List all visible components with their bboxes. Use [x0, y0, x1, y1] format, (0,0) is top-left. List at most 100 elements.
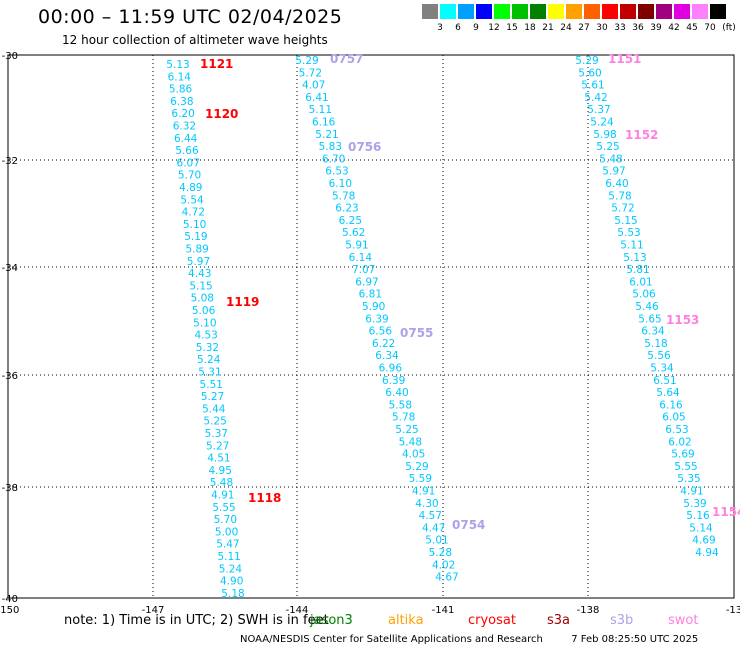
wave-height-value: 5.78: [392, 412, 415, 424]
colorbar-swatch: [458, 4, 474, 19]
latitude-tick-label: -30: [2, 51, 18, 62]
wave-height-value: 6.34: [641, 326, 665, 338]
wave-height-value: 6.02: [668, 436, 691, 448]
wave-height-value: 4.94: [695, 547, 719, 559]
wave-height-value: 5.48: [210, 477, 233, 489]
pass-time-label: 1121: [200, 57, 233, 71]
wave-height-value: 5.61: [581, 80, 604, 92]
wave-height-value: 6.39: [382, 375, 405, 387]
longitude-tick-label: -147: [142, 605, 165, 616]
wave-height-value: 6.97: [355, 276, 378, 288]
wave-height-value: 5.25: [203, 416, 226, 428]
wave-height-value: 5.18: [644, 338, 667, 350]
wave-height-value: 5.28: [429, 547, 452, 559]
wave-height-value: 5.44: [202, 403, 226, 415]
colorbar-label: 70: [704, 23, 716, 33]
plot-frame: [7, 54, 735, 599]
wave-height-value: 4.69: [692, 535, 715, 547]
pass-time-label: 1153: [666, 313, 699, 327]
wave-height-value: 4.07: [302, 80, 325, 92]
longitude-tick-label: -150: [0, 605, 19, 616]
colorbar-swatch: [566, 4, 582, 19]
legend-entry-cryosat: cryosat: [468, 613, 516, 628]
wave-height-value: 5.55: [674, 461, 697, 473]
legend-entry-altika: altika: [388, 613, 424, 628]
wave-height-value: 4.91: [412, 486, 435, 498]
wave-height-value: 6.16: [312, 117, 336, 129]
colorbar-swatch: [692, 4, 708, 19]
wave-height-value: 5.34: [650, 363, 674, 375]
timestamp-text: 7 Feb 08:25:50 UTC 2025: [571, 634, 699, 645]
pass-time-label: 0756: [348, 140, 381, 154]
pass-time-label: 1151: [608, 52, 641, 66]
wave-height-value: 5.06: [632, 289, 656, 301]
wave-height-value: 4.43: [188, 268, 211, 280]
wave-height-value: 5.29: [575, 55, 598, 67]
wave-height-value: 5.13: [166, 59, 189, 71]
latitude-tick-label: -38: [2, 483, 18, 494]
colorbar-swatch: [674, 4, 690, 19]
wave-height-value: 5.24: [219, 563, 243, 575]
wave-height-value: 5.56: [647, 350, 671, 362]
wave-height-value: 4.67: [435, 572, 458, 584]
wave-height-value: 5.15: [614, 215, 637, 227]
wave-height-value: 5.83: [319, 141, 342, 153]
wave-height-value: 5.01: [425, 535, 448, 547]
wave-height-value: 5.32: [196, 342, 219, 354]
wave-height-value: 5.10: [193, 317, 216, 329]
legend-entry-jason3: jason3: [310, 613, 353, 628]
wave-height-value: 5.53: [617, 227, 640, 239]
wave-height-value: 5.69: [671, 449, 694, 461]
wave-height-value: 5.39: [683, 498, 706, 510]
wave-height-value: 6.32: [173, 121, 196, 133]
colorbar-label: 42: [668, 23, 680, 33]
wave-height-value: 6.40: [385, 387, 408, 399]
wave-height-value: 5.65: [638, 313, 661, 325]
wave-height-value: 5.48: [399, 436, 422, 448]
longitude-tick-label: -144: [286, 605, 309, 616]
longitude-tick-label: -138: [577, 605, 600, 616]
wave-height-value: 5.27: [201, 391, 224, 403]
wave-height-value: 5.59: [409, 473, 432, 485]
wave-height-value: 5.70: [178, 170, 201, 182]
colorbar-swatch: [584, 4, 600, 19]
legend-entry-swot: swot: [668, 613, 699, 628]
wave-height-value: 4.51: [207, 453, 230, 465]
latitude-tick-label: -32: [2, 156, 18, 167]
colorbar-swatch: [476, 4, 492, 19]
colorbar-swatch: [710, 4, 726, 19]
wave-height-value: 6.51: [653, 375, 676, 387]
latitude-tick-label: -36: [2, 371, 18, 382]
wave-height-value: 6.40: [605, 178, 628, 190]
pass-time-label: 0755: [400, 326, 433, 340]
wave-height-value: 6.44: [174, 133, 198, 145]
units-note: note: 1) Time is in UTC; 2) SWH is in fe…: [64, 613, 329, 628]
wave-height-value: 6.38: [170, 96, 193, 108]
colorbar-label: 30: [596, 23, 608, 33]
wave-height-value: 4.02: [432, 559, 455, 571]
colorbar-swatch: [530, 4, 546, 19]
wave-height-value: 5.46: [635, 301, 659, 313]
wave-height-value: 4.30: [415, 498, 438, 510]
wave-height-value: 5.78: [332, 190, 355, 202]
pass-time-label: 1119: [226, 295, 259, 309]
wave-height-value: 5.06: [192, 305, 216, 317]
wave-height-value: 5.90: [362, 301, 385, 313]
wave-height-value: 5.08: [191, 293, 214, 305]
wave-height-value: 5.97: [602, 166, 625, 178]
wave-height-value: 5.81: [626, 264, 649, 276]
wave-height-value: 6.39: [365, 313, 388, 325]
pass-time-label: 1120: [205, 107, 238, 121]
wave-height-value: 4.05: [402, 449, 425, 461]
wave-height-value: 5.13: [623, 252, 646, 264]
colorbar-label: 45: [686, 23, 698, 33]
wave-height-value: 6.53: [325, 166, 348, 178]
wave-height-value: 4.95: [209, 465, 232, 477]
wave-height-value: 7.07: [352, 264, 375, 276]
wave-height-value: 6.01: [629, 276, 652, 288]
wave-height-value: 4.91: [211, 490, 234, 502]
wave-height-value: 5.15: [189, 280, 212, 292]
wave-height-value: 5.27: [206, 440, 229, 452]
wave-height-value: 4.57: [419, 510, 442, 522]
wave-height-value: 4.53: [194, 330, 217, 342]
